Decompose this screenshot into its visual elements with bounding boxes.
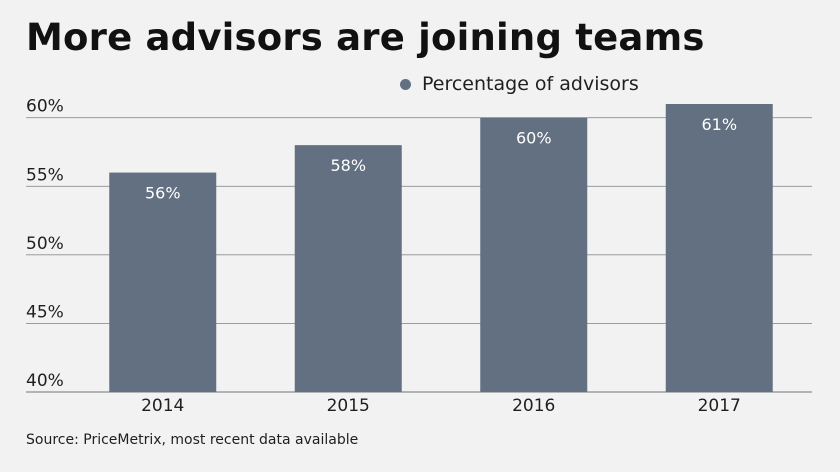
y-tick-label: 40% [26, 371, 64, 391]
data-label-2014: 56% [145, 184, 181, 203]
data-label-2017: 61% [701, 115, 737, 134]
chart-title: More advisors are joining teams [26, 16, 705, 59]
y-tick-label: 45% [26, 302, 64, 322]
legend: Percentage of advisors [400, 73, 639, 95]
x-tick-label: 2015 [327, 396, 370, 416]
y-tick-label: 55% [26, 165, 64, 185]
x-tick-label: 2016 [512, 396, 555, 416]
legend-swatch [400, 78, 411, 90]
bar-2014 [109, 172, 217, 392]
bars [109, 104, 773, 392]
bar-2015 [294, 145, 402, 392]
x-axis: 2014 2015 2016 2017 [141, 396, 741, 416]
bar-2017 [665, 104, 773, 392]
y-tick-label: 50% [26, 234, 64, 254]
data-labels: 56% 58% 60% 61% [145, 115, 737, 203]
bar-2016 [480, 117, 588, 392]
y-tick-label: 60% [26, 97, 64, 117]
data-label-2016: 60% [516, 129, 552, 148]
y-axis: 40% 45% 50% 55% 60% [26, 97, 64, 391]
x-tick-label: 2017 [698, 396, 741, 416]
data-label-2015: 58% [330, 156, 366, 175]
x-tick-label: 2014 [141, 396, 184, 416]
source-note: Source: PriceMetrix, most recent data av… [26, 432, 359, 448]
legend-label: Percentage of advisors [422, 73, 639, 95]
